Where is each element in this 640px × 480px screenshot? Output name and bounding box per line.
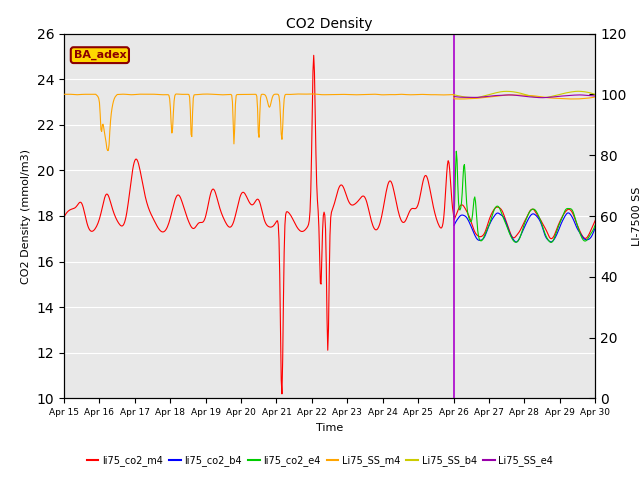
- Li75_SS_m4: [308, 91, 316, 97]
- li75_co2_e4: [591, 222, 599, 228]
- Li75_SS_m4: [411, 92, 419, 97]
- Y-axis label: CO2 Density (mmol/m3): CO2 Density (mmol/m3): [21, 148, 31, 284]
- X-axis label: Time: Time: [316, 423, 343, 432]
- Line: Li75_SS_e4: Li75_SS_e4: [454, 95, 595, 97]
- Li75_SS_m4: [207, 91, 215, 97]
- Y-axis label: LI-7500 SS: LI-7500 SS: [632, 186, 640, 246]
- Li75_SS_e4: [591, 93, 599, 99]
- Li75_SS_m4: [396, 91, 403, 97]
- Line: Li75_SS_m4: Li75_SS_m4: [64, 94, 595, 151]
- li75_co2_m4: [591, 217, 599, 223]
- Legend: li75_co2_m4, li75_co2_b4, li75_co2_e4, Li75_SS_m4, Li75_SS_b4, Li75_SS_e4: li75_co2_m4, li75_co2_b4, li75_co2_e4, L…: [83, 452, 557, 470]
- li75_co2_m4: [396, 213, 403, 218]
- li75_co2_m4: [278, 391, 286, 397]
- Li75_SS_m4: [70, 92, 77, 97]
- li75_co2_m4: [60, 214, 68, 220]
- Li75_SS_m4: [125, 92, 133, 97]
- Text: BA_adex: BA_adex: [74, 50, 126, 60]
- Line: li75_co2_m4: li75_co2_m4: [64, 55, 595, 394]
- Li75_SS_m4: [60, 91, 68, 97]
- Line: Li75_SS_b4: Li75_SS_b4: [454, 91, 595, 97]
- Li75_SS_m4: [591, 94, 599, 100]
- li75_co2_m4: [70, 205, 77, 211]
- Title: CO2 Density: CO2 Density: [286, 17, 373, 31]
- li75_co2_m4: [310, 52, 317, 58]
- Li75_SS_m4: [179, 92, 187, 97]
- li75_co2_m4: [207, 192, 214, 198]
- li75_co2_m4: [124, 200, 132, 205]
- Line: li75_co2_e4: li75_co2_e4: [454, 151, 595, 242]
- li75_co2_b4: [591, 225, 599, 231]
- Line: li75_co2_b4: li75_co2_b4: [454, 213, 595, 242]
- li75_co2_m4: [179, 200, 186, 205]
- Li75_SS_b4: [591, 91, 599, 97]
- Li75_SS_m4: [104, 148, 111, 154]
- li75_co2_m4: [411, 206, 419, 212]
